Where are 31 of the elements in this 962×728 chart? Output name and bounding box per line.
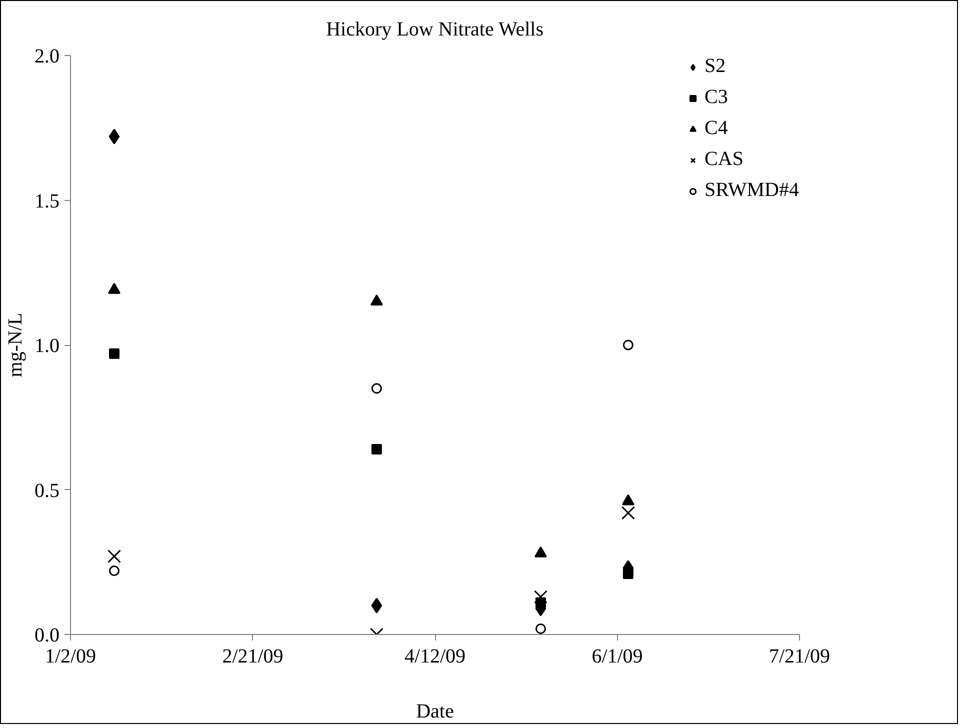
y-axis-title: mg-N/L [4, 312, 26, 378]
point [108, 128, 120, 144]
point [371, 444, 382, 454]
y-tick-label: 1.0 [34, 335, 60, 357]
legend-label: C4 [704, 117, 728, 140]
point [107, 550, 121, 564]
y-tick-label: 1.5 [34, 190, 60, 212]
point [622, 568, 634, 579]
point [108, 566, 120, 576]
legend-label: CAS [704, 148, 744, 171]
y-tick-label: 0.0 [34, 624, 60, 646]
point [621, 506, 635, 520]
x-axis-title: Date [416, 700, 454, 722]
y-tick-label: 0.5 [34, 480, 60, 502]
chart-title: Hickory Low Nitrate Wells [326, 18, 544, 40]
point [371, 383, 382, 394]
x-tick-label: 7/21/09 [768, 646, 830, 668]
point [534, 590, 548, 604]
legend-label: S2 [704, 55, 726, 78]
x-tick-label: 2/21/09 [222, 646, 284, 668]
legend-label: C3 [704, 86, 728, 109]
x-tick-label: 1/2/09 [44, 646, 96, 668]
point [622, 494, 634, 506]
point [371, 598, 382, 614]
point [622, 340, 634, 350]
point [535, 623, 546, 634]
x-tick-label: 4/12/09 [404, 646, 466, 668]
x-tick-label: 6/1/09 [592, 646, 643, 668]
legend-label: SRWMD#4 [704, 179, 799, 202]
point [108, 348, 120, 359]
y-tick-label: 2.0 [34, 46, 60, 68]
